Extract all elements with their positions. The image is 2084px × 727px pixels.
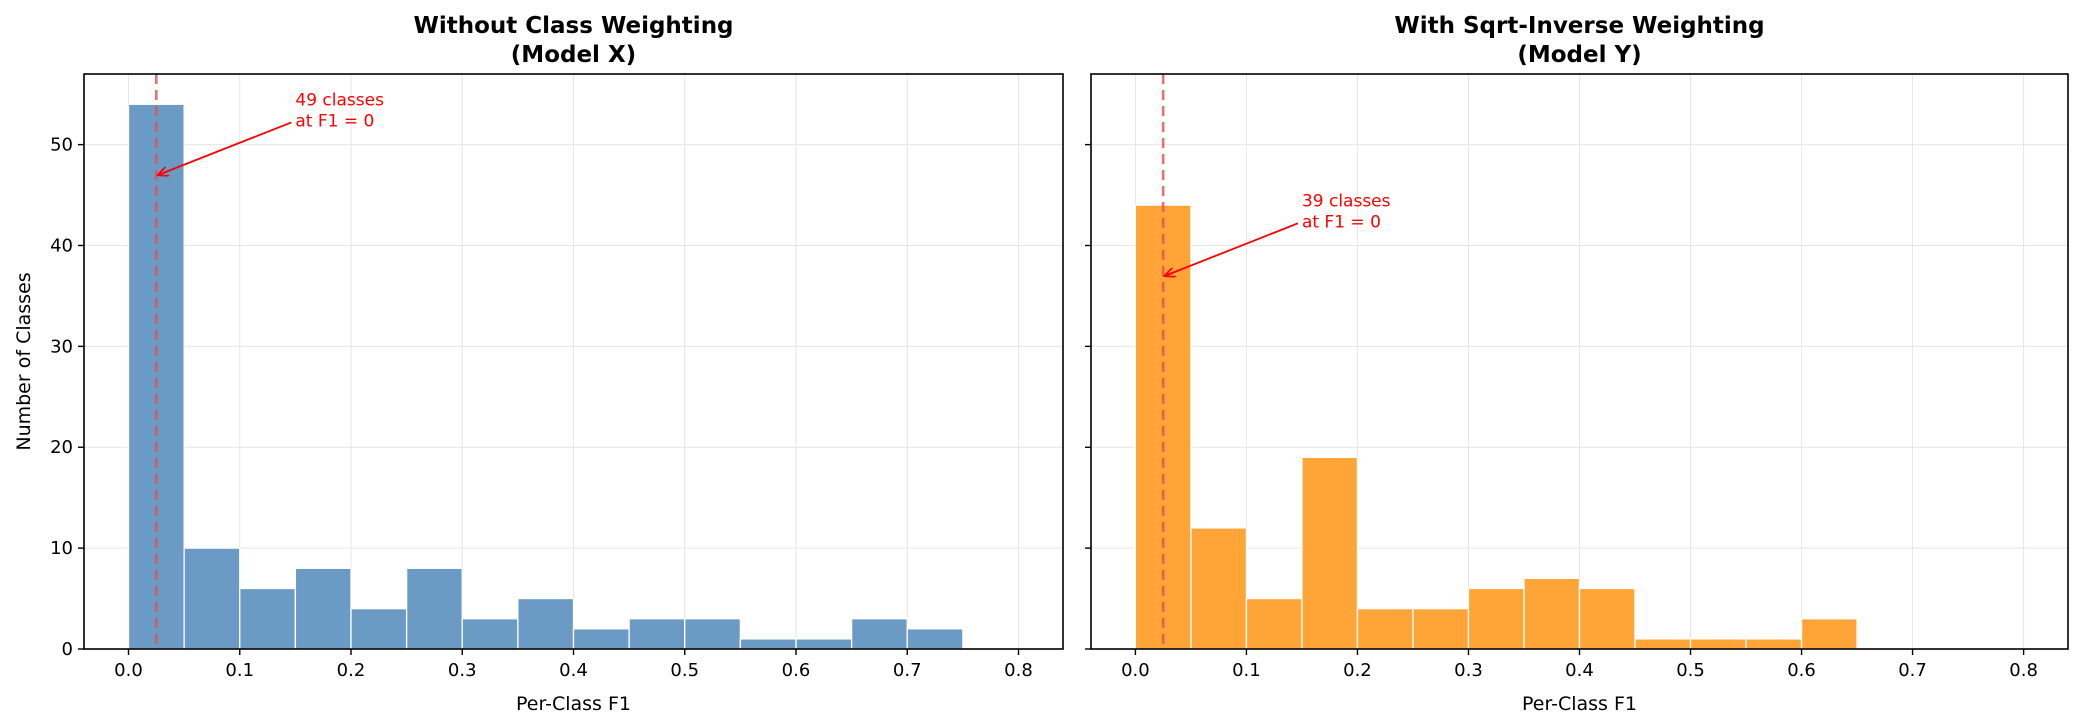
x-axis-label: Per-Class F1 — [1522, 693, 1637, 715]
y-tick-label-3: 30 — [50, 336, 73, 357]
y-tick-label-1: 10 — [50, 538, 73, 559]
bar-11 — [739, 638, 797, 650]
x-tick-label-1: 0.1 — [1232, 660, 1261, 681]
bar-11 — [1745, 638, 1803, 650]
bar-8 — [572, 628, 630, 650]
annotation-arrow — [158, 121, 292, 174]
bar-5 — [1412, 607, 1470, 650]
x-tick-label-6: 0.6 — [1787, 660, 1816, 681]
x-tick-label-7: 0.7 — [893, 660, 922, 681]
bar-3 — [294, 567, 352, 650]
bar-13 — [850, 618, 908, 650]
chart-title-line-1: (Model Y) — [1517, 42, 1641, 68]
bar-1 — [1190, 527, 1248, 650]
annotation-text-line-1: at F1 = 0 — [295, 111, 374, 131]
x-tick-label-1: 0.1 — [225, 660, 254, 681]
y-tick-label-5: 50 — [50, 135, 73, 156]
x-tick-label-6: 0.6 — [782, 660, 811, 681]
x-axis-label: Per-Class F1 — [516, 693, 631, 715]
x-tick-label-3: 0.3 — [448, 660, 477, 681]
bar-1 — [183, 547, 241, 650]
x-tick-label-3: 0.3 — [1454, 660, 1483, 681]
bar-4 — [350, 607, 408, 650]
x-tick-label-2: 0.2 — [1343, 660, 1372, 681]
x-tick-label-5: 0.5 — [1676, 660, 1705, 681]
chart-panel-right: 0.0 0.1 0.2 0.3 0.4 0.5 0.6 0.7 0.8 With Sqrt-Inv… — [1085, 13, 2069, 715]
annotation-arrow — [1165, 222, 1299, 275]
bar-9 — [1634, 638, 1692, 650]
y-tick-label-2: 20 — [50, 437, 73, 458]
bar-4 — [1356, 607, 1414, 650]
x-tick-label-8: 0.8 — [1004, 660, 1033, 681]
x-tick-label-5: 0.5 — [670, 660, 699, 681]
bar-6 — [461, 618, 519, 650]
x-tick-label-0: 0.0 — [114, 660, 143, 681]
bar-12 — [1800, 618, 1858, 650]
bar-10 — [684, 618, 742, 650]
chart-title-line-0: Without Class Weighting — [413, 13, 733, 39]
chart-panel-left: 0.0 0.1 0.2 0.3 0.4 0.5 0.6 0.7 0.8 0 10 20 30 40 50 Wi… — [13, 13, 1064, 715]
y-tick-label-4: 40 — [50, 235, 73, 256]
bar-14 — [906, 628, 964, 650]
x-tick-label-4: 0.4 — [1565, 660, 1594, 681]
bar-7 — [1523, 577, 1581, 650]
bar-12 — [795, 638, 853, 650]
bar-7 — [517, 597, 575, 650]
bar-2 — [239, 587, 297, 650]
y-tick-label-0: 0 — [62, 639, 73, 660]
bar-5 — [405, 567, 463, 650]
chart-title-line-0: With Sqrt-Inverse Weighting — [1394, 13, 1764, 39]
y-axis-label: Number of Classes — [13, 272, 35, 450]
annotation-text-line-1: at F1 = 0 — [1302, 212, 1381, 232]
chart-title-line-1: (Model X) — [511, 42, 636, 68]
bar-8 — [1578, 587, 1636, 650]
x-tick-label-8: 0.8 — [2009, 660, 2038, 681]
bar-3 — [1301, 456, 1359, 650]
x-tick-label-4: 0.4 — [559, 660, 588, 681]
annotation-text-line-0: 39 classes — [1302, 191, 1391, 211]
x-tick-label-2: 0.2 — [337, 660, 366, 681]
x-tick-label-0: 0.0 — [1121, 660, 1150, 681]
x-tick-label-7: 0.7 — [1898, 660, 1927, 681]
bar-0 — [127, 103, 185, 650]
bar-2 — [1245, 597, 1303, 650]
annotation-text-line-0: 49 classes — [295, 90, 384, 110]
bar-6 — [1467, 587, 1525, 650]
bar-10 — [1689, 638, 1747, 650]
bar-9 — [628, 618, 686, 650]
